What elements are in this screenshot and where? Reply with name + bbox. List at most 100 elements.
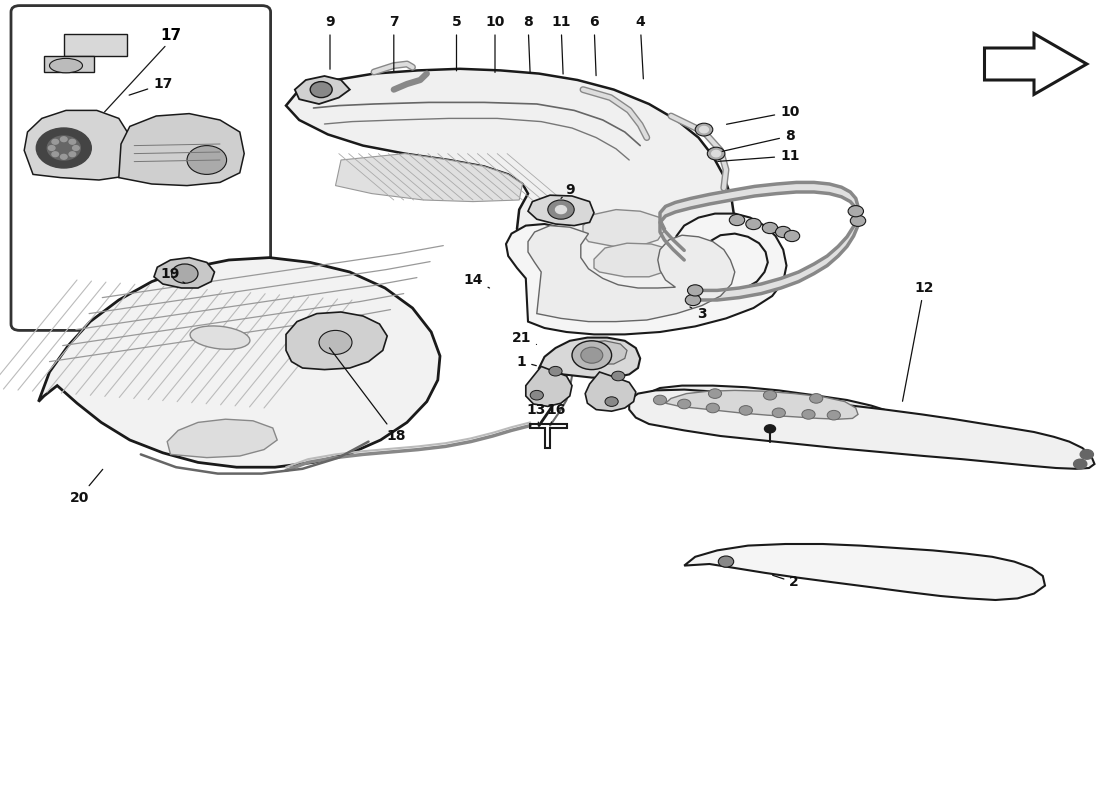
Circle shape xyxy=(1080,450,1093,459)
Circle shape xyxy=(60,137,67,142)
Circle shape xyxy=(764,425,776,433)
Circle shape xyxy=(52,139,58,144)
Circle shape xyxy=(707,147,725,160)
Polygon shape xyxy=(984,34,1087,94)
Circle shape xyxy=(700,126,708,133)
Text: 8: 8 xyxy=(524,15,532,73)
Circle shape xyxy=(718,556,734,567)
Circle shape xyxy=(187,146,227,174)
Circle shape xyxy=(739,406,752,415)
Circle shape xyxy=(549,366,562,376)
Text: 9: 9 xyxy=(561,183,574,198)
Polygon shape xyxy=(44,56,94,72)
Circle shape xyxy=(612,371,625,381)
Circle shape xyxy=(530,390,543,400)
Circle shape xyxy=(52,152,58,157)
Circle shape xyxy=(827,410,840,420)
Circle shape xyxy=(69,152,76,157)
Circle shape xyxy=(48,146,55,150)
Polygon shape xyxy=(506,214,786,334)
Text: 19: 19 xyxy=(161,266,185,283)
Circle shape xyxy=(688,285,703,296)
Polygon shape xyxy=(539,338,640,378)
Polygon shape xyxy=(39,258,440,467)
Circle shape xyxy=(772,408,785,418)
Circle shape xyxy=(319,330,352,354)
Polygon shape xyxy=(526,366,572,406)
Circle shape xyxy=(678,399,691,409)
Polygon shape xyxy=(585,372,636,411)
Text: 18: 18 xyxy=(330,348,406,443)
Circle shape xyxy=(708,389,722,398)
Circle shape xyxy=(810,394,823,403)
Circle shape xyxy=(556,206,566,214)
Text: 17: 17 xyxy=(129,77,173,95)
Text: 11: 11 xyxy=(551,15,571,74)
Text: 4: 4 xyxy=(636,15,645,79)
Text: 11: 11 xyxy=(718,149,800,163)
Circle shape xyxy=(36,128,91,168)
Polygon shape xyxy=(286,312,387,370)
Circle shape xyxy=(802,410,815,419)
Polygon shape xyxy=(295,76,350,104)
Text: 10: 10 xyxy=(726,105,800,124)
Polygon shape xyxy=(336,154,522,202)
Circle shape xyxy=(706,403,719,413)
Circle shape xyxy=(69,139,76,144)
Text: 5: 5 xyxy=(452,15,461,71)
Polygon shape xyxy=(167,419,277,458)
Circle shape xyxy=(850,215,866,226)
Circle shape xyxy=(1074,459,1087,469)
Polygon shape xyxy=(684,544,1045,600)
Text: 14: 14 xyxy=(463,273,490,288)
Text: 16: 16 xyxy=(547,402,567,423)
Text: 21: 21 xyxy=(512,330,537,345)
Circle shape xyxy=(653,395,667,405)
Circle shape xyxy=(572,341,612,370)
Polygon shape xyxy=(286,69,735,298)
Circle shape xyxy=(310,82,332,98)
Circle shape xyxy=(695,123,713,136)
Circle shape xyxy=(762,222,778,234)
Circle shape xyxy=(784,230,800,242)
Polygon shape xyxy=(528,195,594,226)
Text: 3: 3 xyxy=(690,306,706,321)
Polygon shape xyxy=(64,34,126,56)
Circle shape xyxy=(763,390,777,400)
Polygon shape xyxy=(666,390,858,419)
Circle shape xyxy=(60,154,67,159)
Text: 13: 13 xyxy=(526,402,546,423)
Text: 9: 9 xyxy=(326,15,334,70)
Ellipse shape xyxy=(190,326,250,350)
Text: 8: 8 xyxy=(722,129,794,151)
Polygon shape xyxy=(583,210,666,246)
Polygon shape xyxy=(528,226,735,322)
Circle shape xyxy=(581,347,603,363)
Circle shape xyxy=(172,264,198,283)
Text: 6: 6 xyxy=(590,15,598,76)
Circle shape xyxy=(729,214,745,226)
Circle shape xyxy=(776,226,791,238)
Polygon shape xyxy=(574,341,627,364)
Circle shape xyxy=(746,218,761,230)
Circle shape xyxy=(548,200,574,219)
Text: 1: 1 xyxy=(517,354,537,369)
Polygon shape xyxy=(594,243,676,277)
Polygon shape xyxy=(629,390,1094,469)
Circle shape xyxy=(848,206,864,217)
Polygon shape xyxy=(119,114,244,186)
Text: 17: 17 xyxy=(160,29,182,43)
Polygon shape xyxy=(154,258,215,288)
Circle shape xyxy=(712,150,720,157)
Text: 20: 20 xyxy=(69,470,102,505)
Polygon shape xyxy=(640,386,902,428)
FancyBboxPatch shape xyxy=(11,6,271,330)
Text: 7: 7 xyxy=(389,15,398,71)
Circle shape xyxy=(73,146,79,150)
Ellipse shape xyxy=(50,58,82,73)
Circle shape xyxy=(47,136,80,160)
Polygon shape xyxy=(660,182,858,300)
Polygon shape xyxy=(24,110,132,180)
Text: 10: 10 xyxy=(485,15,505,73)
Text: 2: 2 xyxy=(772,575,799,590)
